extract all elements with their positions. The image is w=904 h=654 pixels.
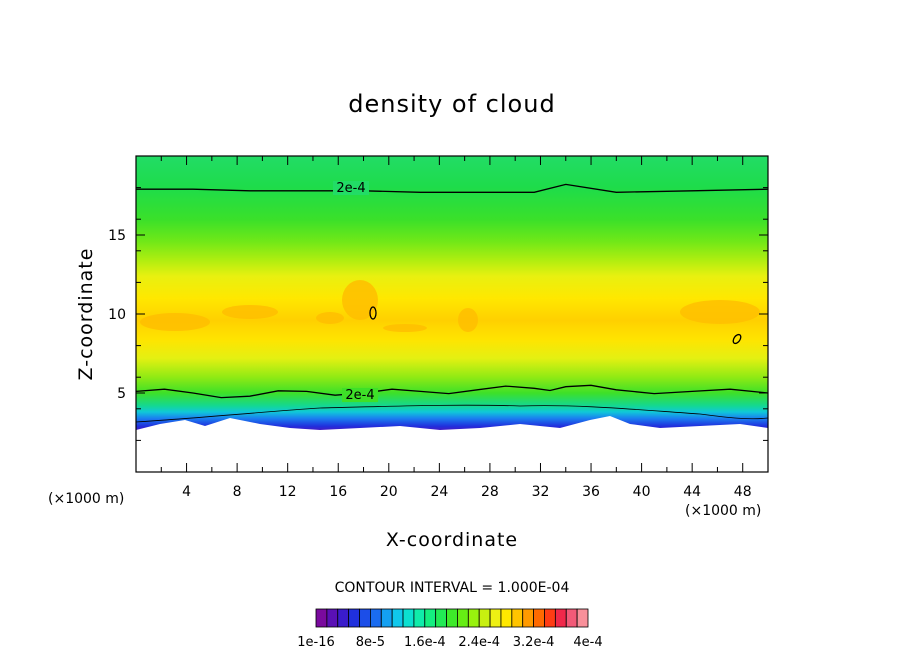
colorbar-swatch: [413, 608, 426, 628]
colorbar-swatch: [522, 608, 534, 628]
colorbar: [315, 608, 589, 628]
field-area: [136, 156, 768, 472]
colorbar-label: 1.6e-4: [404, 635, 446, 650]
contour-lines: [136, 183, 768, 423]
colorbar-swatch: [391, 608, 404, 628]
contour-line-lower: [136, 384, 768, 399]
x-axis-label: X-coordinate: [386, 529, 518, 551]
x-tick-label: 40: [633, 484, 651, 500]
contour-label-bg: [342, 388, 378, 402]
colorbar-swatch: [565, 608, 578, 628]
colorbar-swatch: [533, 608, 545, 628]
colorbar-swatch: [369, 608, 382, 628]
y-tick-label: 15: [108, 228, 126, 244]
colorbar-swatch: [359, 608, 371, 628]
x-tick-label: 28: [481, 484, 499, 500]
colorbar-swatch: [554, 608, 567, 628]
x-unit-left: (×1000 m): [48, 491, 124, 507]
colorbar-swatch: [337, 608, 350, 628]
x-tick-label: 12: [279, 484, 297, 500]
y-axis-ticks: 5 10 15: [108, 187, 768, 441]
colorbar-label: 4e-4: [573, 635, 602, 650]
contour-label-lower: 2e-4: [345, 388, 374, 403]
colorbar-swatch: [326, 608, 339, 628]
x-tick-label: 44: [683, 484, 701, 500]
contour-label-bg: [333, 181, 369, 195]
contour-line-thin: [136, 404, 768, 423]
lower-clear-region: [136, 416, 768, 472]
colorbar-swatch: [402, 608, 415, 628]
x-tick-label: 8: [233, 484, 242, 500]
y-tick-label: 10: [108, 307, 126, 323]
x-tick-label: 24: [430, 484, 448, 500]
x-tick-label: 20: [380, 484, 398, 500]
colorbar-label: 1e-16: [297, 635, 335, 650]
orange-patches: [140, 280, 760, 332]
colorbar-swatch: [348, 608, 360, 628]
colorbar-swatch: [435, 608, 447, 628]
colorbar-swatch: [489, 608, 502, 628]
x-tick-label: 48: [734, 484, 752, 500]
chart-title: density of cloud: [348, 90, 555, 118]
colorbar-swatch: [457, 608, 469, 628]
colorbar-swatch: [467, 608, 480, 628]
colorbar-swatch: [511, 608, 524, 628]
contour-line-upper: [136, 183, 768, 193]
colorbar-label: 8e-5: [356, 635, 385, 650]
colorbar-swatch: [544, 608, 556, 628]
x-tick-label: 16: [329, 484, 347, 500]
colorbar-labels: 1e-16 8e-5 1.6e-4 2.4e-4 3.2e-4 4e-4: [297, 635, 602, 650]
colorbar-label: 2.4e-4: [458, 635, 500, 650]
x-axis-ticks: 4 8 12 16 20 24 28 32 36 40 44 48: [160, 156, 769, 500]
y-tick-label: 5: [117, 386, 126, 402]
contour-label-upper: 2e-4: [336, 181, 365, 196]
contour-interval-text: CONTOUR INTERVAL = 1.000E-04: [335, 580, 570, 596]
colorbar-swatch: [478, 608, 491, 628]
x-tick-label: 32: [532, 484, 550, 500]
colorbar-label: 3.2e-4: [513, 635, 555, 650]
colorbar-swatch: [380, 608, 393, 628]
x-tick-label: 4: [182, 484, 191, 500]
colorbar-swatch: [500, 608, 513, 628]
colorbar-swatch: [315, 608, 328, 628]
colorbar-swatch: [576, 608, 589, 628]
contour-islet: [732, 333, 742, 345]
x-tick-label: 36: [582, 484, 600, 500]
colorbar-swatch: [446, 608, 458, 628]
colorbar-swatch: [424, 608, 437, 628]
y-axis-label: Z-coordinate: [75, 248, 97, 381]
x-unit-right: (×1000 m): [685, 503, 761, 519]
contour-islet: [369, 306, 377, 320]
